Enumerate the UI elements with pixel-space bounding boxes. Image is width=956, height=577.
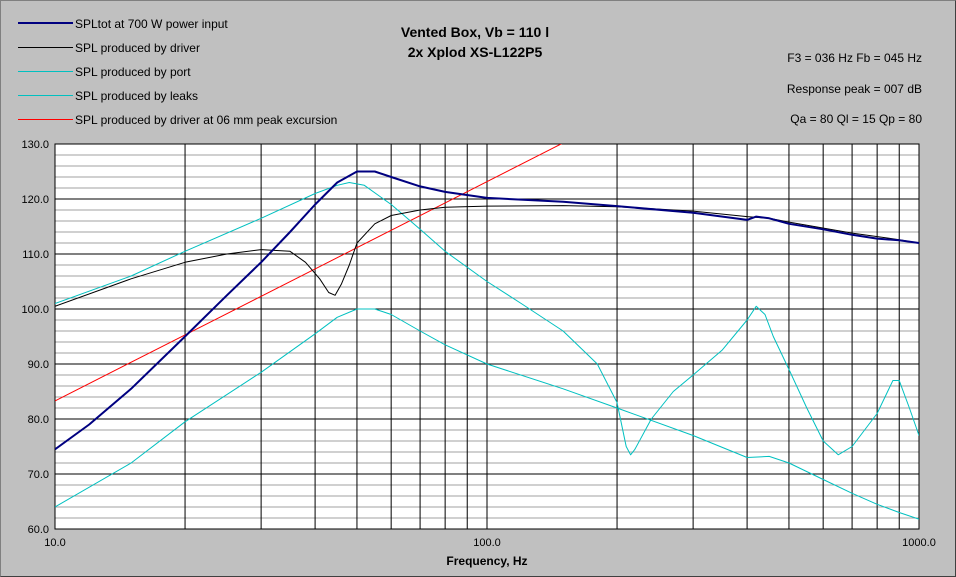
legend-swatch — [18, 71, 73, 72]
x-axis-label: Frequency, Hz — [446, 554, 527, 568]
info-tuning: F3 = 036 Hz Fb = 045 Hz — [787, 51, 922, 65]
series-line — [55, 144, 563, 402]
legend-label: SPLtot at 700 W power input — [75, 17, 228, 31]
y-tick-label: 120.0 — [21, 194, 49, 206]
y-tick-label: 80.0 — [28, 414, 49, 426]
legend-swatch — [18, 22, 73, 24]
y-tick-label: 100.0 — [21, 304, 49, 316]
legend-swatch — [18, 47, 73, 48]
info-response-peak: Response peak = 007 dB — [786, 82, 922, 96]
x-tick-label: 1000.0 — [902, 537, 936, 549]
legend-label: SPL produced by port — [75, 65, 191, 79]
legend-label: SPL produced by driver at 06 mm peak exc… — [75, 113, 338, 127]
chart-title: Vented Box, Vb = 110 l — [400, 24, 550, 40]
chart-title-block: Vented Box, Vb = 110 l 2x Xplod XS-L122P… — [380, 22, 570, 62]
plot-border — [54, 143, 920, 530]
legend-label: SPL produced by driver — [75, 41, 200, 55]
legend-swatch — [18, 119, 73, 120]
y-tick-label: 130.0 — [21, 139, 49, 151]
info-q-values: Qa = 80 Ql = 15 Qp = 80 — [790, 112, 922, 126]
y-tick-label: 110.0 — [22, 249, 49, 261]
legend-label: SPL produced by leaks — [75, 89, 198, 103]
series-line — [55, 170, 919, 451]
y-tick-label: 90.0 — [28, 359, 49, 371]
legend-swatch — [18, 95, 73, 96]
x-tick-label: 10.0 — [44, 537, 65, 549]
chart-subtitle: 2x Xplod XS-L122P5 — [407, 44, 543, 60]
x-tick-label: 100.0 — [473, 537, 501, 549]
y-tick-label: 70.0 — [28, 469, 49, 481]
series-line — [55, 308, 919, 520]
series-line — [55, 182, 919, 456]
y-tick-label: 60.0 — [28, 524, 49, 536]
